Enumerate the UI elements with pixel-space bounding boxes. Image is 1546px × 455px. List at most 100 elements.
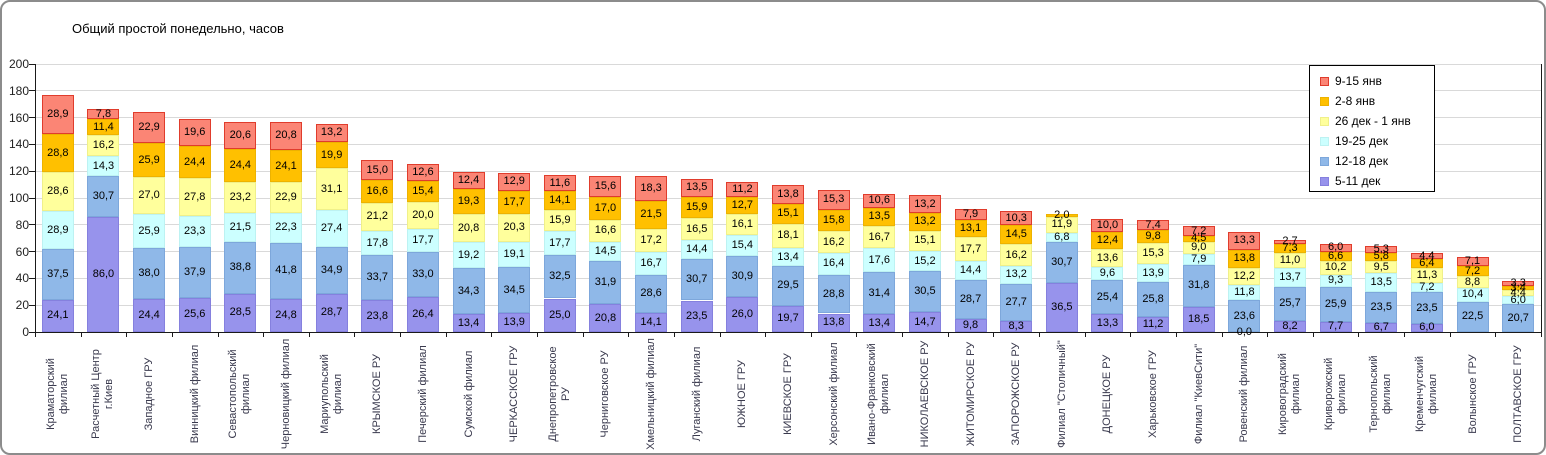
bar-value-label: 16,2 — [822, 235, 845, 248]
bar-segment — [1045, 214, 1078, 217]
bar-value-label: 28,9 — [47, 223, 69, 236]
category-label-text: Черновицкий филиал — [279, 338, 292, 450]
bar-value-label: 30,5 — [914, 285, 936, 298]
bar-segment — [772, 305, 804, 332]
bar-value-label: 23,3 — [184, 224, 206, 237]
category-label: Днепропетровское РУ — [547, 338, 573, 450]
bar-value-label: 12,4 — [1096, 234, 1119, 247]
category-label: Расчетный Центр г.Киев — [90, 338, 116, 450]
bar-segment — [1319, 321, 1352, 332]
bar-value-label: 86,0 — [92, 267, 115, 280]
bar-segment — [1000, 211, 1033, 225]
bar-segment — [406, 164, 439, 182]
bar-segment — [87, 119, 120, 135]
bar-value-label: 2,7 — [1282, 235, 1298, 248]
gridline — [35, 63, 1541, 65]
bar-segment — [680, 259, 713, 301]
bar-segment — [315, 168, 348, 211]
legend-item: 5-11 дек — [1310, 171, 1434, 191]
bar-segment — [133, 248, 166, 300]
bar-value-label: 37,9 — [184, 265, 206, 278]
bar-segment — [361, 231, 394, 255]
y-axis-label: 60 — [15, 244, 29, 259]
bar-value-label: 16,2 — [1005, 248, 1027, 261]
x-axis-tick — [947, 333, 949, 337]
bar-value-label: 20,8 — [457, 221, 480, 234]
bar-value-label: 31,9 — [594, 276, 617, 289]
bar-value-label: 8,2 — [1282, 320, 1298, 332]
bar-value-label: 7,9 — [1191, 252, 1207, 265]
x-axis-tick — [1358, 333, 1360, 337]
bar-segment — [1000, 320, 1033, 332]
bar-segment — [224, 241, 257, 294]
bar-segment — [1456, 301, 1489, 332]
bar-value-label: 20,3 — [503, 221, 525, 234]
bar-segment — [1000, 224, 1033, 245]
bar-segment — [270, 149, 302, 183]
bar-segment — [772, 185, 804, 204]
bar-value-label: 17,7 — [959, 242, 982, 255]
x-axis-tick — [1130, 333, 1132, 337]
bar-segment — [87, 156, 120, 176]
bar-value-label: 37,5 — [47, 268, 69, 281]
bar-segment — [772, 203, 804, 224]
legend-item: 19-25 дек — [1310, 131, 1434, 151]
x-axis-tick — [673, 333, 675, 337]
category-label-text: Кременчугский филиал — [1413, 356, 1439, 433]
bar-segment — [361, 202, 394, 232]
bar-segment — [41, 249, 74, 300]
bar-value-label: 16,6 — [366, 185, 388, 198]
y-axis-tick — [29, 304, 35, 306]
bar-segment — [270, 122, 302, 150]
bar-value-label: 19,9 — [320, 148, 343, 161]
bar-value-label: 13,4 — [868, 316, 890, 329]
category-label: Западное ГРУ — [136, 338, 162, 450]
bar-value-label: 6,7 — [1373, 321, 1389, 333]
bar-segment — [224, 181, 257, 213]
category-label: Волынское ГРУ — [1460, 338, 1486, 450]
bar-value-label: 25,8 — [1142, 293, 1164, 306]
bar-value-label: 27,4 — [320, 221, 343, 234]
bar-value-label: 11,6 — [549, 176, 571, 189]
legend-swatch-icon — [1320, 96, 1329, 106]
x-axis-tick — [856, 333, 858, 337]
bar-value-label: 28,6 — [640, 287, 662, 300]
bar-value-label: 13,2 — [320, 126, 343, 139]
bar-value-label: 13,7 — [1279, 270, 1301, 283]
bar-segment — [543, 298, 576, 332]
bar-value-label: 31,1 — [320, 182, 343, 195]
bar-value-label: 12,7 — [731, 198, 754, 211]
x-axis-tick — [765, 333, 767, 337]
bar-value-label: 28,6 — [47, 185, 69, 198]
y-axis-line — [35, 64, 36, 332]
bar-segment — [635, 229, 668, 253]
bar-segment — [1137, 230, 1170, 244]
bar-value-label: 15,4 — [731, 238, 754, 251]
x-axis-line — [29, 332, 1542, 333]
bar-value-label: 14,1 — [549, 193, 571, 206]
bar-value-label: 24,8 — [275, 308, 297, 321]
bar-segment — [498, 190, 531, 215]
bar-segment — [1091, 232, 1124, 250]
bar-value-label: 10,4 — [1461, 288, 1484, 301]
category-label-text: Печерский филиал — [416, 345, 429, 443]
bar-value-label: 23,6 — [1233, 309, 1256, 322]
bar-segment — [1502, 281, 1535, 286]
category-label: ПОЛТАВСКОЕ ГРУ — [1505, 338, 1531, 450]
x-axis-tick — [902, 333, 904, 337]
category-label: Ровенский филиал — [1231, 338, 1257, 450]
bar-value-label: 17,7 — [549, 236, 571, 249]
bar-value-label: 16,5 — [686, 222, 708, 235]
category-label: Тернопольский филиал — [1368, 338, 1394, 450]
bar-value-label: 7,1 — [1464, 255, 1481, 268]
bar-value-label: 13,4 — [777, 250, 799, 263]
bar-segment — [1319, 243, 1352, 252]
x-axis-tick — [993, 333, 995, 337]
bar-value-label: 24,4 — [229, 159, 252, 172]
category-label: ЗАПОРОЖСКОЕ РУ — [1003, 338, 1029, 450]
bar-segment — [452, 314, 485, 332]
bar-value-label: 4,4 — [1510, 286, 1526, 299]
bar-value-label: 7,9 — [962, 208, 979, 221]
category-label: Винницкий филиал — [182, 338, 208, 450]
bar-segment — [361, 254, 394, 301]
